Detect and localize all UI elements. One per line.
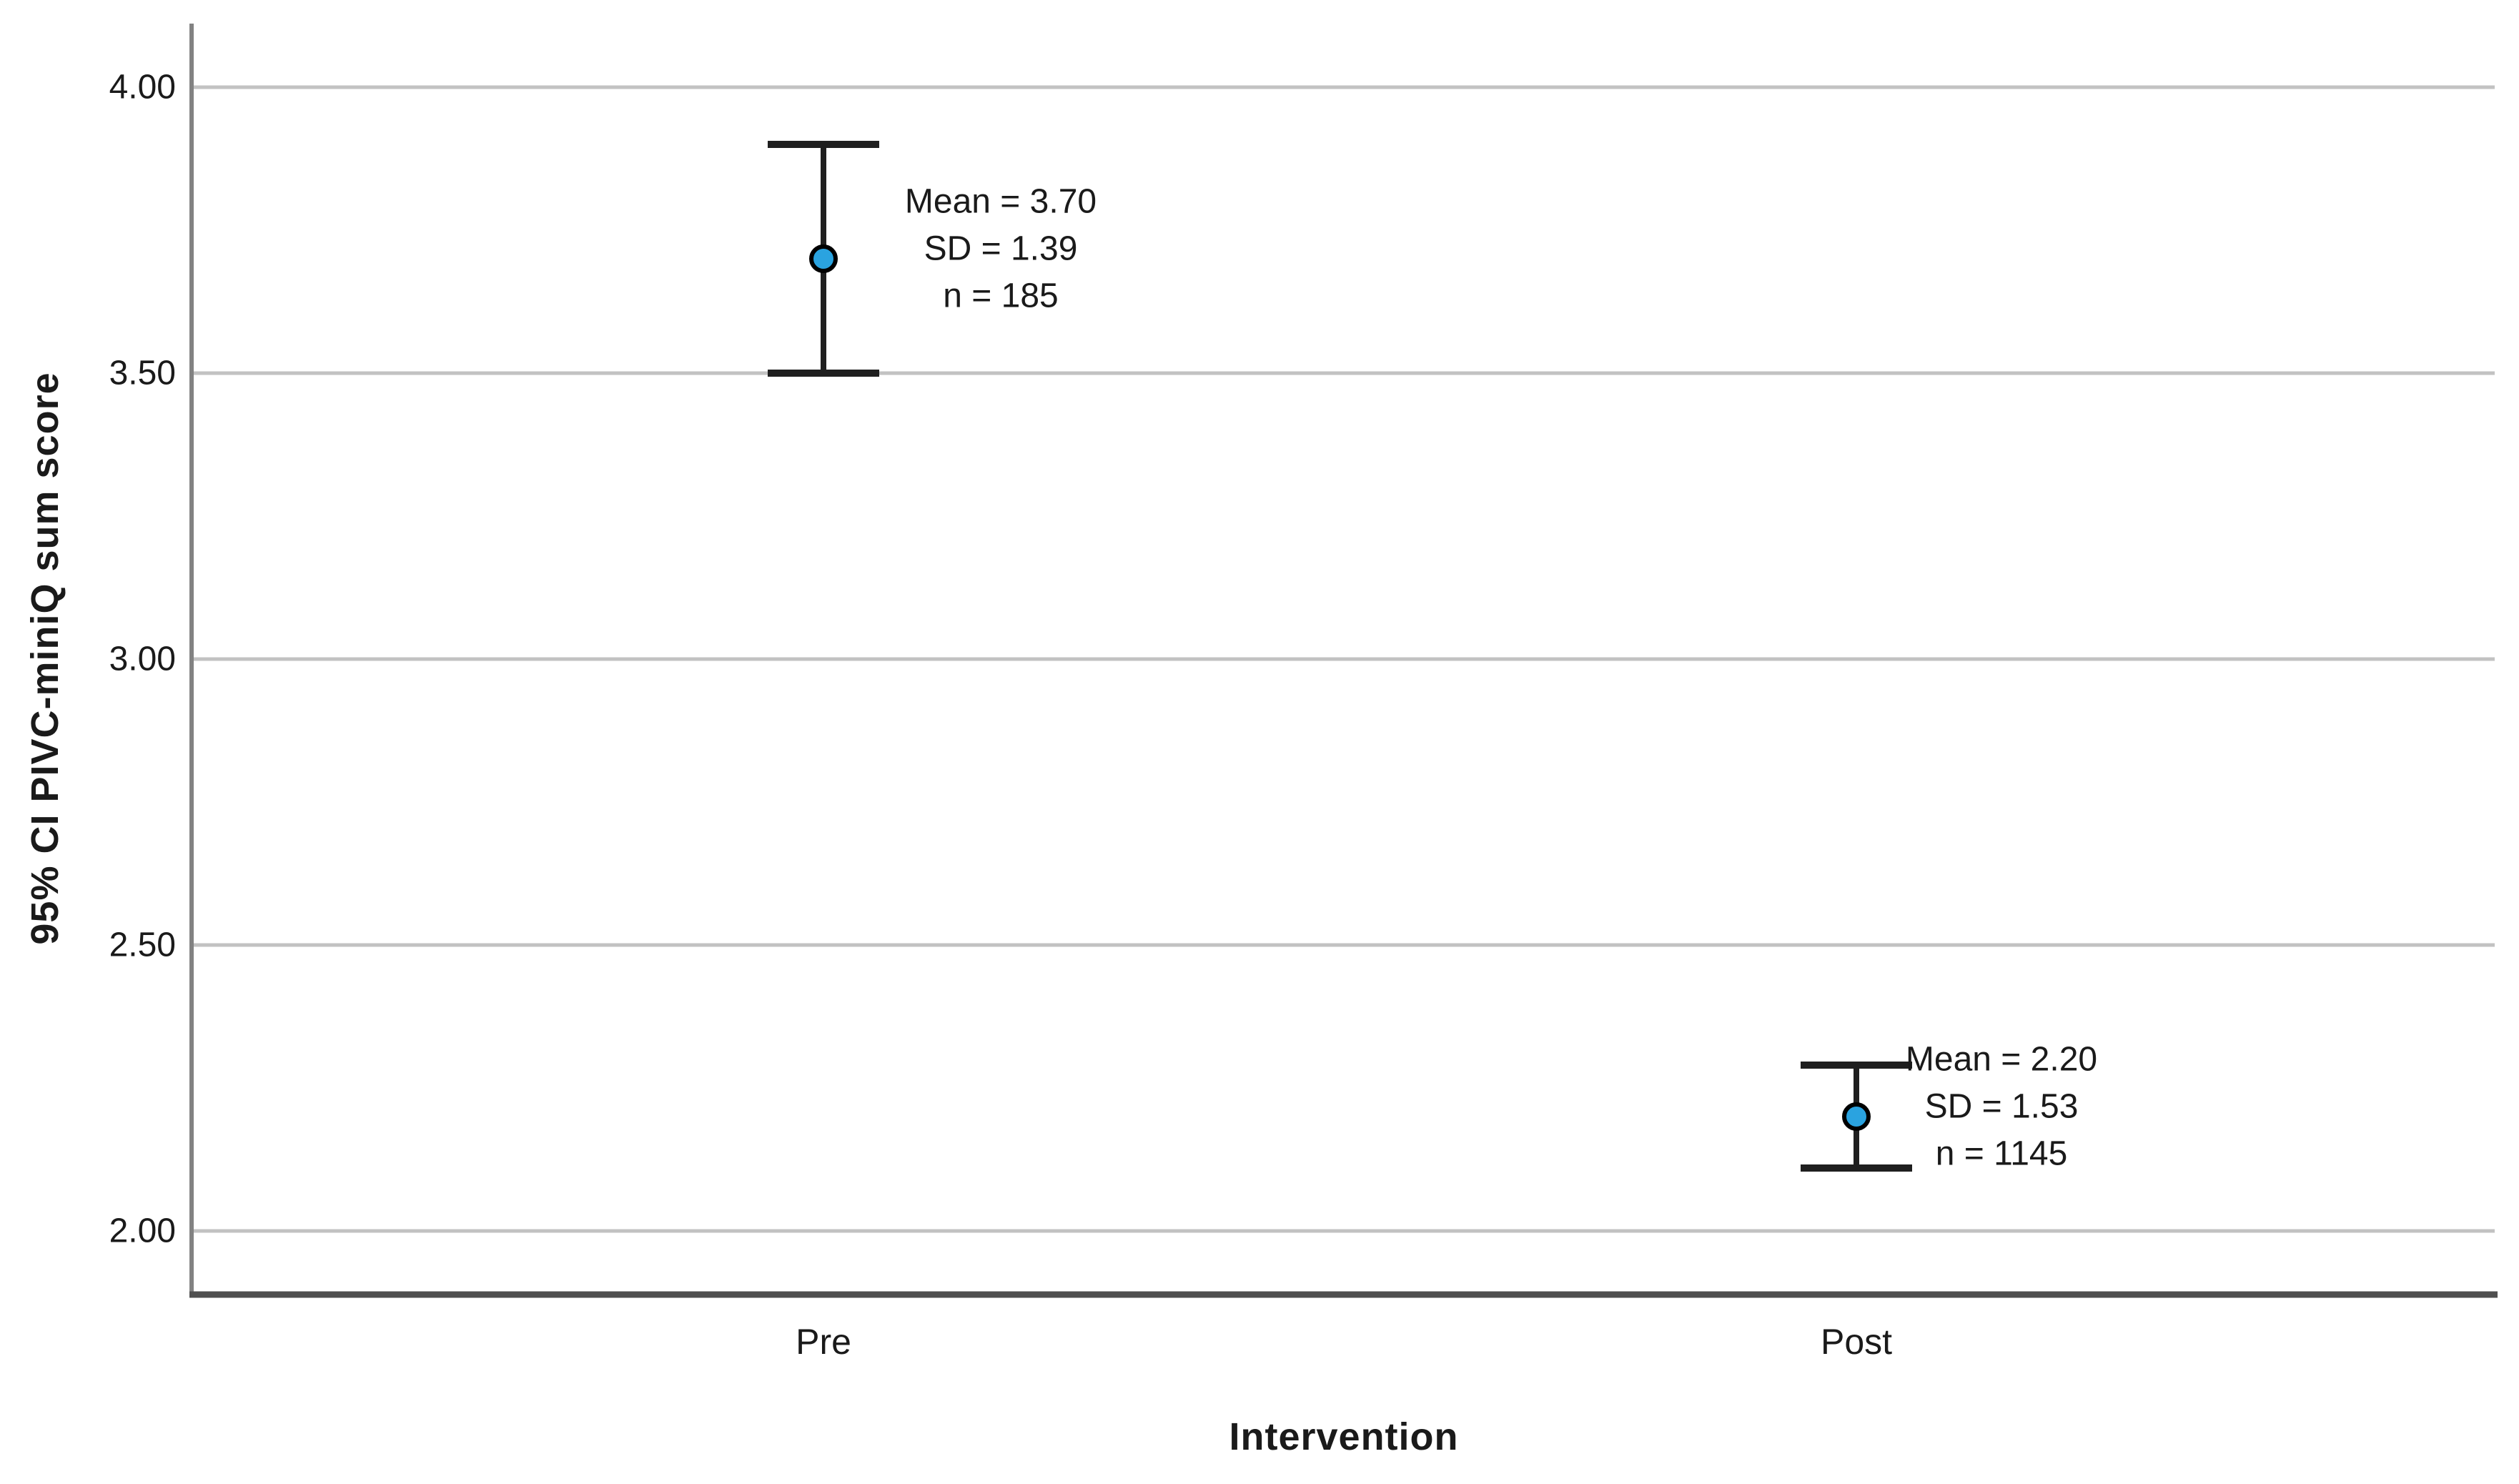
y-tick-label: 4.00 xyxy=(109,69,176,107)
point-annotation-line: SD = 1.53 xyxy=(1925,1088,2079,1126)
y-tick-label: 2.00 xyxy=(109,1212,176,1250)
y-tick-label: 3.00 xyxy=(109,640,176,678)
mean-marker xyxy=(809,244,838,273)
y-tick-label: 3.50 xyxy=(109,355,176,392)
point-annotation-line: n = 185 xyxy=(943,277,1058,315)
mean-marker xyxy=(1842,1102,1871,1131)
x-category-label: Post xyxy=(1821,1322,1892,1362)
point-annotation-line: n = 1145 xyxy=(1936,1135,2068,1173)
point-annotation-line: Mean = 2.20 xyxy=(1906,1041,2097,1079)
y-tick-label: 2.50 xyxy=(109,926,176,964)
y-axis-title: 95% CI PIVC-miniQ sum score xyxy=(24,372,66,945)
x-category-label: Pre xyxy=(796,1322,851,1362)
point-annotation-line: SD = 1.39 xyxy=(924,230,1078,268)
x-axis-title: Intervention xyxy=(1229,1415,1459,1458)
point-annotation-line: Mean = 3.70 xyxy=(905,183,1097,221)
